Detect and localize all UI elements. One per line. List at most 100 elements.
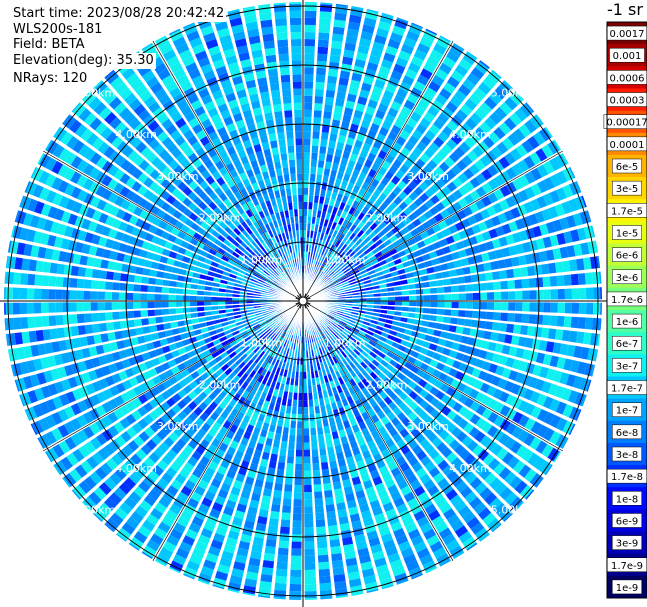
beta-gate [353,209,361,218]
beta-gate [464,98,478,111]
beta-gate [366,330,374,336]
beta-gate [284,484,293,492]
beta-gate [372,116,383,126]
beta-gate [483,330,492,340]
beta-gate [317,167,324,175]
beta-gate [423,382,434,392]
beta-gate [309,180,315,189]
beta-gate [498,507,512,521]
beta-gate [345,356,352,364]
beta-gate [498,156,510,169]
beta-gate [26,288,35,300]
beta-gate [440,209,450,219]
beta-gate [182,295,190,301]
beta-gate [344,270,352,276]
beta-gate [147,309,155,317]
beta-gate [384,113,396,124]
beta-gate [454,525,469,538]
beta-gate [400,339,409,347]
beta-gate [385,338,394,346]
beta-gate [514,501,525,512]
beta-gate [529,115,543,129]
beta-gate [48,275,57,287]
beta-gate [426,227,436,236]
beta-gate [475,358,485,369]
beta-gate [293,499,302,507]
beta-gate [379,381,388,390]
beta-gate [416,369,426,378]
beta-gate [390,325,399,332]
beta-gate [505,167,517,180]
beta-gate [149,325,158,333]
beta-gate [318,561,330,570]
beta-gate [355,356,363,364]
beta-gate [28,259,37,272]
beta-gate [112,311,120,320]
beta-gate [313,268,318,276]
beta-gate [328,176,336,185]
beta-gate [472,310,480,319]
beta-gate [395,263,404,270]
beta-gate [479,467,492,481]
beta-gate [317,434,325,442]
beta-gate [353,246,361,254]
beta-gate [303,456,311,464]
beta-gate [474,126,487,139]
beta-gate [317,39,329,48]
beta-gate [293,506,302,514]
beta-gate [335,239,342,248]
beta-gate [533,131,546,146]
beta-gate [351,72,363,82]
beta-gate [479,311,487,320]
beta-gate [440,383,450,393]
beta-gate [442,347,451,356]
beta-gate [374,343,383,351]
beta-gate [424,443,435,455]
beta-gate [314,103,323,111]
beta-gate [559,372,570,385]
beta-gate [493,415,505,428]
beta-gate [315,261,320,269]
beta-gate [372,86,383,96]
beta-gate [349,79,361,89]
beta-gate [336,171,344,180]
beta-gate [432,352,442,361]
beta-gate [536,393,547,407]
beta-gate [326,82,336,91]
beta-gate [349,316,357,321]
beta-gate [155,278,163,286]
beta-gate [428,124,441,136]
beta-gate [357,281,365,286]
beta-gate [509,112,522,126]
beta-gate [90,302,98,311]
beta-gate [293,492,302,500]
beta-gate [564,302,573,314]
beta-gate [361,324,369,330]
beta-gate [41,302,49,314]
beta-gate [419,473,431,485]
beta-gate [345,336,353,344]
beta-gate [530,421,542,435]
beta-gate [382,368,391,377]
beta-gate [218,297,226,301]
beta-gate [307,216,312,224]
beta-gate [573,345,583,359]
beta-gate [452,189,463,200]
beta-gate [436,279,444,287]
beta-gate [41,288,49,300]
beta-gate [320,189,326,197]
beta-gate [349,332,357,339]
beta-gate [508,221,518,232]
beta-gate [388,401,398,411]
beta-gate [536,289,544,300]
beta-gate [55,302,63,313]
beta-gate [545,249,555,261]
beta-gate [303,187,309,195]
beta-gate [478,243,488,253]
beta-gate [114,330,123,340]
beta-gate [380,301,388,305]
beta-gate [490,260,499,270]
beta-gate [475,527,489,541]
beta-gate [387,107,399,118]
beta-gate [346,273,354,279]
